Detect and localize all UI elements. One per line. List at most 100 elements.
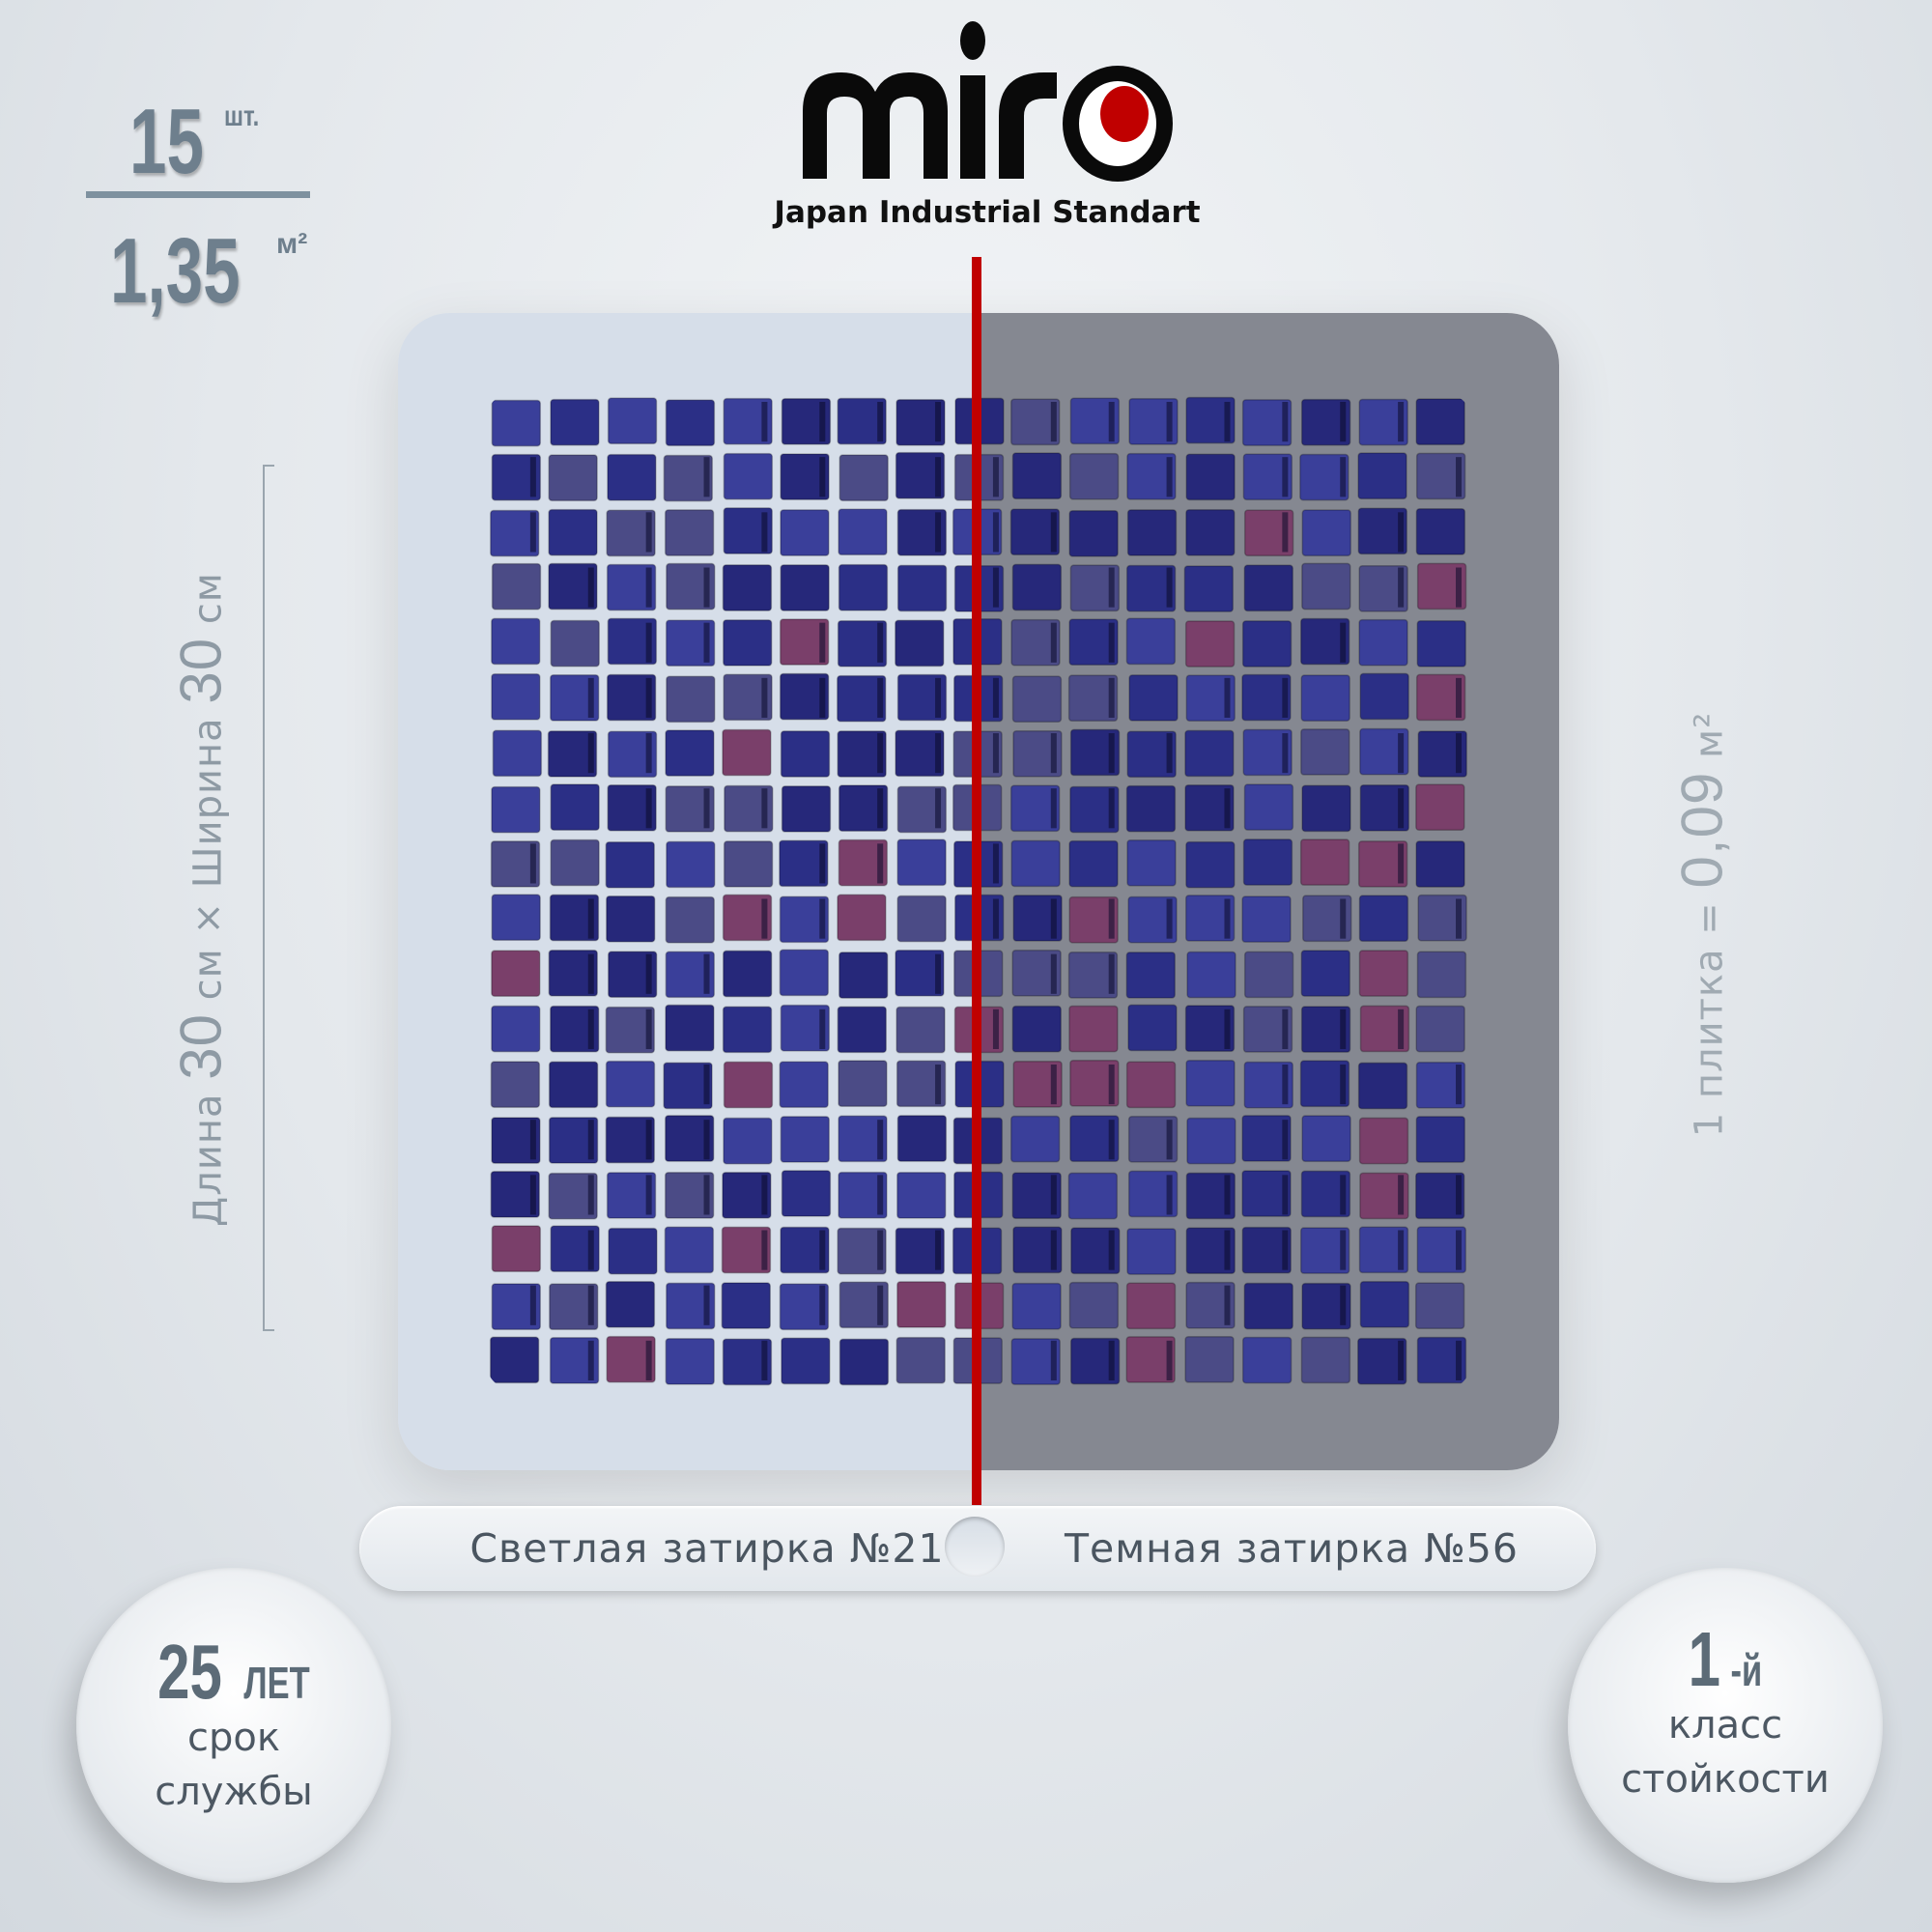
mosaic-tile [1241,620,1293,668]
mosaic-tile [1184,1005,1236,1052]
tile-shade [703,567,710,608]
mosaic-tile [1068,452,1120,500]
mosaic-tile [1300,674,1350,722]
tile-shade [1050,1340,1057,1380]
tile-shade [703,1120,710,1160]
mosaic-tile [666,840,716,889]
mosaic-tile [491,562,542,611]
tile-shade [1340,402,1347,442]
mosaic-tile [1415,508,1466,555]
times-sign: × [185,900,231,935]
tile-shade [587,1285,594,1325]
mosaic-tile [1358,398,1408,446]
mosaic-tile [896,1115,948,1162]
tile-shade [1108,1120,1115,1160]
tile-shade [935,402,942,442]
tile-shade [1108,788,1115,829]
tile-shade [1340,898,1347,939]
tile-shade [1224,1009,1231,1049]
mosaic-tile [1185,508,1236,556]
mosaic-tile [896,1172,947,1219]
mosaic-tile [550,398,600,446]
mosaic-tile [1416,1336,1467,1384]
mosaic-tile [1242,728,1293,777]
mosaic-tile [1300,617,1350,666]
class-line2: стойкости [1621,1757,1830,1802]
mosaic-tile [1127,1170,1179,1218]
tile-shade [645,1340,652,1380]
mosaic-tile [896,785,948,834]
tile-shade [1282,1120,1289,1160]
tile-shade [761,1230,768,1270]
mosaic-tile [1126,452,1177,500]
tile-shade [645,788,652,829]
tile-shade [1398,1175,1405,1215]
mosaic-tile [780,509,830,556]
mosaic-tile [550,838,600,887]
tile-shade [877,622,884,663]
mosaic-tile [1417,894,1467,942]
mosaic-tile [837,619,888,668]
mosaic-tile [723,1117,773,1165]
mosaic-tile [1359,1281,1410,1328]
tile-shade [529,843,536,884]
mosaic-tile [608,1227,658,1275]
mosaic-tile [1301,1115,1351,1162]
mosaic-tile [666,675,716,724]
tile-shade [1050,1230,1057,1270]
mosaic-tile [1359,784,1410,832]
tile-shade [1224,788,1231,829]
tile-shade [587,953,594,994]
life-line1: срок [186,1716,280,1760]
mosaic-tile [1128,674,1179,722]
tile-shade [1456,1065,1462,1105]
tile-shade [935,1230,942,1270]
class-value: 1 [1688,1616,1720,1702]
mosaic-tile [491,673,541,721]
mosaic-tile [895,619,945,668]
mosaic-tile [1125,1061,1177,1109]
tile-shade [587,898,594,939]
mosaic-tile [1300,1170,1351,1218]
mosaic-tile [606,1335,656,1383]
quantity-unit: шт. [224,100,260,132]
tile-shade [1108,953,1115,994]
mosaic-tile [549,894,600,942]
mosaic-tile [780,1004,831,1052]
mosaic-tile [548,454,598,501]
mosaic-tile [1184,620,1236,668]
class-line1: класс [1667,1703,1783,1747]
mosaic-tile [1415,1061,1466,1109]
mosaic-tile [1358,618,1408,667]
mosaic-tile [550,1225,600,1273]
mosaic-tile [1009,784,1061,833]
mosaic-tile [664,1172,715,1219]
tile-shade [877,677,884,718]
mosaic-tile [780,564,830,611]
mosaic-tile [779,1283,830,1331]
tile-area-label: 1 плитка = 0,09 м² [1669,712,1736,1138]
mosaic-tile [724,784,774,833]
tile-shade [1166,457,1173,497]
mosaic-tile [1185,1227,1236,1275]
mosaic-tile [548,1172,598,1220]
mosaic-tile [1125,784,1177,833]
mosaic-tile [607,783,657,832]
tile-shade [587,733,594,774]
mosaic-tile [665,785,715,833]
mosaic-tile [1415,1116,1465,1163]
mosaic-tile [1299,838,1350,886]
tile-shade [819,457,826,497]
mosaic-tile [1127,1004,1178,1052]
mosaic-tile [779,895,830,944]
tile-shade [992,733,999,774]
mosaic-tile [1415,673,1466,722]
mosaic-tile [723,452,774,500]
tile-shade [529,457,536,497]
mosaic-tile [1183,565,1235,612]
mosaic-tile [548,1061,599,1109]
mosaic-tile [722,1338,773,1386]
mosaic-tile [490,1061,541,1108]
tile-shade [703,1065,710,1105]
mosaic-tile [838,1171,888,1219]
